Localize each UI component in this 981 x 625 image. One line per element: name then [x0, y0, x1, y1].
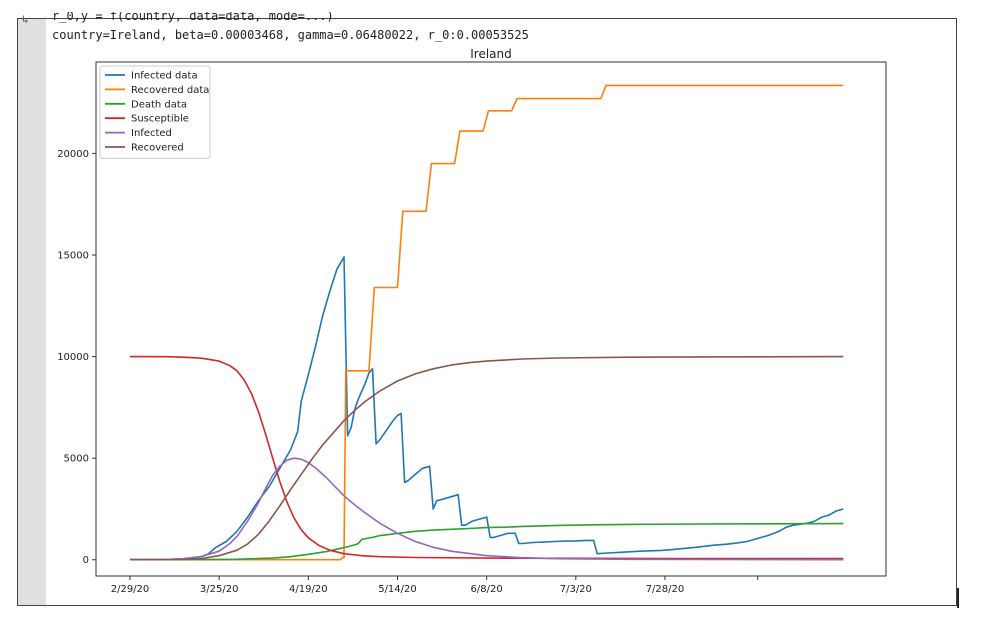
y-tick-label: 0 [83, 555, 89, 566]
legend-box [99, 65, 211, 159]
legend-label: Infected [131, 128, 172, 139]
y-tick-label: 10000 [57, 352, 89, 363]
output-gutter [18, 19, 46, 605]
series-line-infected-data [129, 256, 844, 561]
legend-label: Recovered [131, 143, 184, 154]
series-line-susceptible [129, 355, 844, 560]
x-tick-label: 5/14/20 [378, 584, 417, 595]
legend-label: Infected data [131, 71, 198, 82]
x-tick-label: 7/3/20 [560, 584, 592, 595]
x-tick-label: 4/19/20 [289, 584, 328, 595]
x-axis: 2/29/20 3/25/20 4/19/20 5/14/20 6/8/20 7/3/20… [111, 576, 759, 595]
series-line-infected [129, 457, 844, 561]
y-axis: 0 5000 10000 15000 20000 [57, 149, 96, 566]
output-param-line: country=Ireland, beta=0.00003468, gamma=… [52, 28, 529, 42]
x-tick-label: 3/25/20 [200, 584, 239, 595]
y-tick-label: 5000 [64, 454, 89, 465]
x-tick-label: 2/29/20 [111, 584, 150, 595]
output-toggle-icon[interactable]: ↳ [22, 13, 29, 26]
legend-label: Death data [131, 99, 187, 110]
y-tick-label: 15000 [57, 251, 89, 262]
y-tick-label: 20000 [57, 149, 89, 160]
series-line-recovered-data [130, 84, 844, 561]
series-line-recovered [129, 355, 844, 561]
chart-title: Ireland [470, 47, 512, 61]
legend-label: Susceptible [131, 114, 189, 125]
legend: Infected data Recovered data Death data Sus… [99, 65, 211, 159]
scroll-edge-marker [957, 588, 959, 608]
x-tick-label: 7/28/20 [646, 584, 685, 595]
x-tick-label: 6/8/20 [471, 584, 503, 595]
output-partial-line: r_0,y = f(country, data=data, mode=...) [52, 12, 334, 23]
legend-label: Recovered data [131, 85, 209, 96]
series-line-death-data [129, 522, 844, 561]
plot-area [95, 61, 887, 577]
series-lines [129, 84, 844, 561]
